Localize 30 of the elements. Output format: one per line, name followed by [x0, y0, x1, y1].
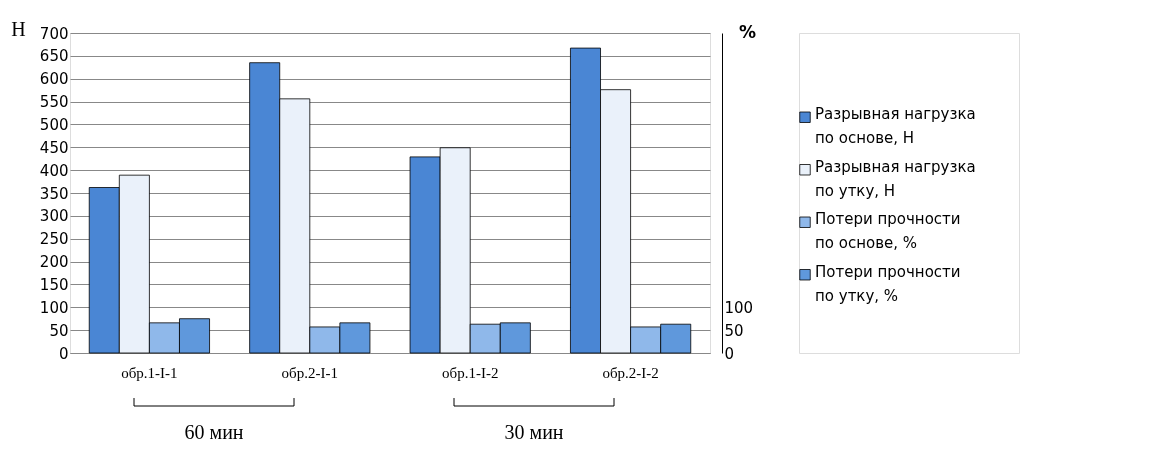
y2-tick-label: 0	[724, 344, 735, 363]
x-tick-label: обр.1-I-2	[442, 364, 499, 381]
y-tick-label: 550	[39, 93, 69, 112]
legend-label: Потери прочности по основе, %	[815, 210, 961, 253]
y-tick-label: 650	[39, 47, 69, 66]
y-tick-label: 700	[39, 24, 69, 43]
text: 30 мин	[504, 421, 564, 443]
legend-label: Разрывная нагрузка по утку, Н	[815, 157, 976, 200]
y2-tick-label: 50	[724, 321, 744, 340]
x-tick-label: обр.2-I-2	[602, 364, 659, 381]
y-tick-label: 600	[39, 70, 69, 89]
y2-axis-title: %	[738, 21, 757, 42]
x-tick-label: обр.1-I-1	[121, 364, 178, 381]
y-tick-label: 200	[39, 253, 69, 272]
y-axis-title: Н	[11, 17, 26, 40]
y-tick-label: 0	[58, 344, 69, 363]
y-tick-label: 50	[49, 321, 69, 340]
legend-label: Разрывная нагрузка по основе, Н	[815, 105, 976, 148]
legend-label: Потери прочности по утку, %	[815, 262, 961, 305]
y-tick-label: 250	[39, 230, 69, 249]
x-tick-label: обр.2-I-1	[281, 364, 338, 381]
y-tick-label: 450	[39, 138, 69, 157]
y2-tick-label: 100	[724, 298, 754, 317]
text: 60 мин	[184, 421, 244, 443]
y-tick-label: 300	[39, 207, 69, 226]
y-tick-label: 150	[39, 275, 69, 294]
y-tick-label: 400	[39, 161, 69, 180]
y-tick-label: 350	[39, 184, 69, 203]
y-tick-label: 500	[39, 115, 69, 134]
y-tick-label: 100	[39, 298, 69, 317]
